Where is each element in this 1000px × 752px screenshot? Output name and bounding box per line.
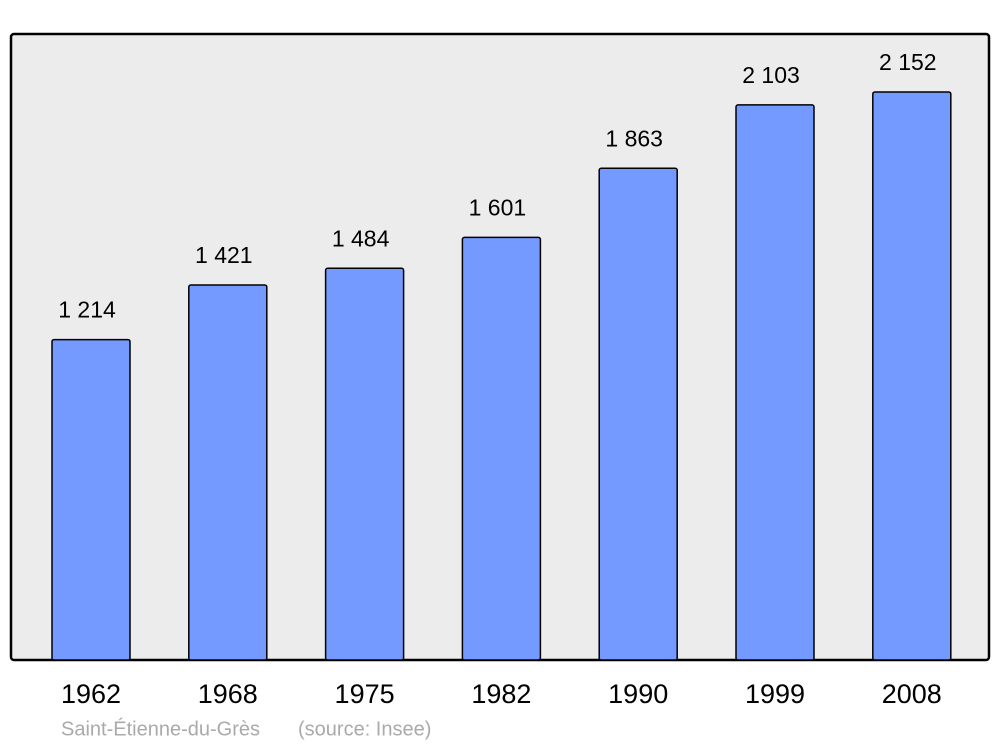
value-label: 1 484 bbox=[332, 225, 390, 251]
value-label: 1 421 bbox=[195, 242, 253, 268]
value-label: 1 601 bbox=[469, 195, 527, 221]
bar bbox=[872, 91, 952, 661]
value-label: 1 214 bbox=[58, 297, 116, 323]
chart-caption: Saint-Étienne-du-Grès bbox=[61, 717, 260, 740]
bar bbox=[51, 338, 131, 661]
value-label: 2 152 bbox=[879, 49, 937, 75]
bar bbox=[188, 284, 268, 661]
value-label: 1 863 bbox=[605, 125, 663, 151]
bar bbox=[461, 236, 542, 661]
bar bbox=[324, 267, 405, 661]
bar bbox=[598, 167, 678, 661]
x-tick-label: 2008 bbox=[882, 679, 942, 709]
x-tick-label: 1990 bbox=[608, 679, 668, 709]
x-tick-label: 1975 bbox=[335, 679, 395, 709]
chart-source: (source: Insee) bbox=[298, 718, 431, 740]
x-tick-label: 1982 bbox=[471, 679, 531, 709]
x-tick-label: 1962 bbox=[61, 679, 121, 709]
x-tick-label: 1999 bbox=[745, 679, 805, 709]
value-label: 2 103 bbox=[742, 62, 800, 88]
x-tick-label: 1968 bbox=[198, 679, 258, 709]
bar bbox=[735, 104, 815, 661]
